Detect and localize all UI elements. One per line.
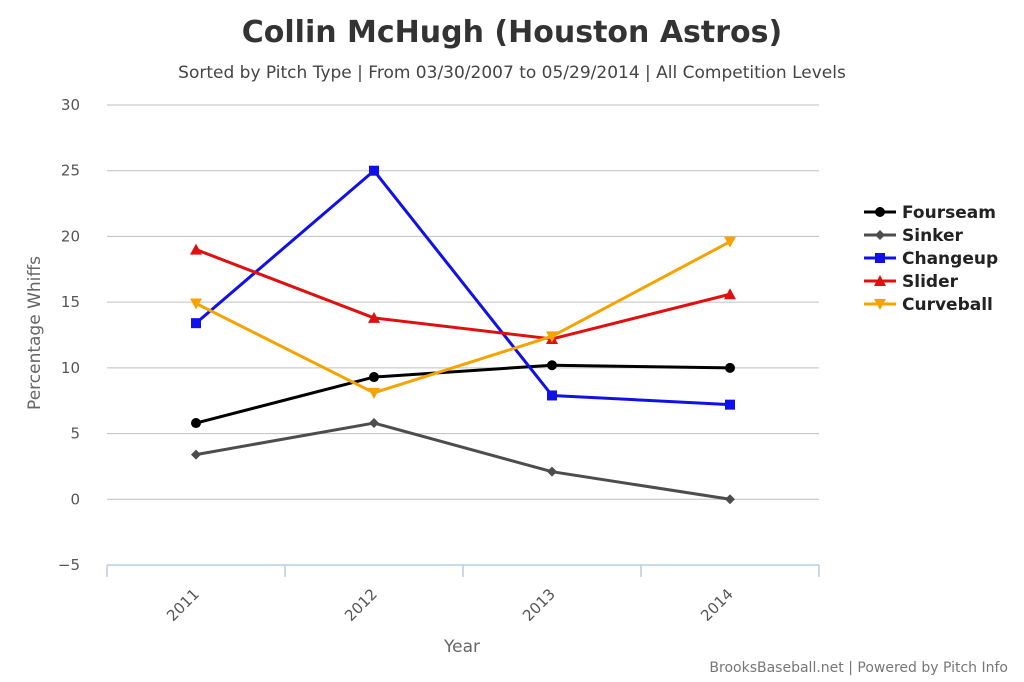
legend-marker [874,275,886,286]
y-tick-label: 10 [61,359,80,377]
series-line-curveball [195,240,731,395]
x-tick-label: 2013 [519,585,559,625]
data-point-changeup [547,390,557,401]
y-tick-label: 15 [61,293,80,311]
data-point-changeup [191,318,201,329]
y-tick-label: 30 [61,96,80,114]
data-point-curveball [724,236,736,248]
chart-subtitle: Sorted by Pitch Type | From 03/30/2007 t… [178,63,846,83]
data-point-fourseam [369,372,379,383]
x-tick-label: 2012 [341,585,381,625]
series-line-sinker [195,421,731,501]
legend-item-curveball[interactable]: Curveball [864,295,993,315]
data-point-changeup [725,399,735,410]
legend-marker [875,230,885,240]
chart-credits: BrooksBaseball.net | Powered by Pitch In… [709,660,1008,676]
series-changeup [191,165,735,410]
x-tick-label: 2011 [163,585,203,625]
data-point-sinker [369,418,379,429]
data-point-sinker [191,449,201,460]
series-fourseam [191,360,735,429]
data-point-fourseam [725,362,735,373]
legend-item-fourseam[interactable]: Fourseam [864,203,996,223]
data-point-curveball [546,331,558,343]
legend-marker [874,299,886,310]
data-point-sinker [725,494,735,505]
series-line-changeup [195,169,731,407]
data-point-fourseam [191,418,201,429]
series-line-slider [195,248,731,341]
legend-marker [875,207,885,217]
data-point-slider [190,243,202,255]
data-point-curveball [368,387,380,399]
x-axis-title: Year [443,637,480,657]
y-tick-label: 5 [70,425,80,443]
legend-marker [875,253,885,263]
legend-label: Curveball [902,295,993,315]
series-group [190,165,736,505]
x-tick-label: 2014 [697,585,737,625]
legend-label: Sinker [902,226,964,246]
data-point-changeup [369,165,379,176]
legend-label: Slider [902,272,959,292]
series-line-fourseam [195,363,731,425]
series-curveball [190,236,736,399]
data-point-slider [724,288,736,300]
legend-item-changeup[interactable]: Changeup [864,249,998,269]
data-point-curveball [190,298,202,310]
data-point-slider [368,311,380,323]
legend-item-slider[interactable]: Slider [864,272,959,292]
y-axis-title: Percentage Whiffs [25,256,45,410]
legend-label: Fourseam [902,203,996,223]
series-sinker [191,418,735,505]
data-point-sinker [547,466,557,477]
chart-title: Collin McHugh (Houston Astros) [242,15,782,50]
data-point-fourseam [547,360,557,371]
y-tick-label: 25 [61,162,80,180]
y-tick-label: −5 [58,556,80,574]
y-tick-label: 20 [61,227,80,245]
legend: Fourseam Sinker Changeup Slider Curveball [864,203,998,315]
gridlines [107,104,819,500]
y-tick-label: 0 [70,490,80,508]
legend-label: Changeup [902,249,998,269]
legend-item-sinker[interactable]: Sinker [864,226,964,246]
y-axis-ticks: −5 0 5 10 15 20 25 30 [58,96,80,574]
x-axis: 2011 2012 2013 2014 [106,564,820,625]
